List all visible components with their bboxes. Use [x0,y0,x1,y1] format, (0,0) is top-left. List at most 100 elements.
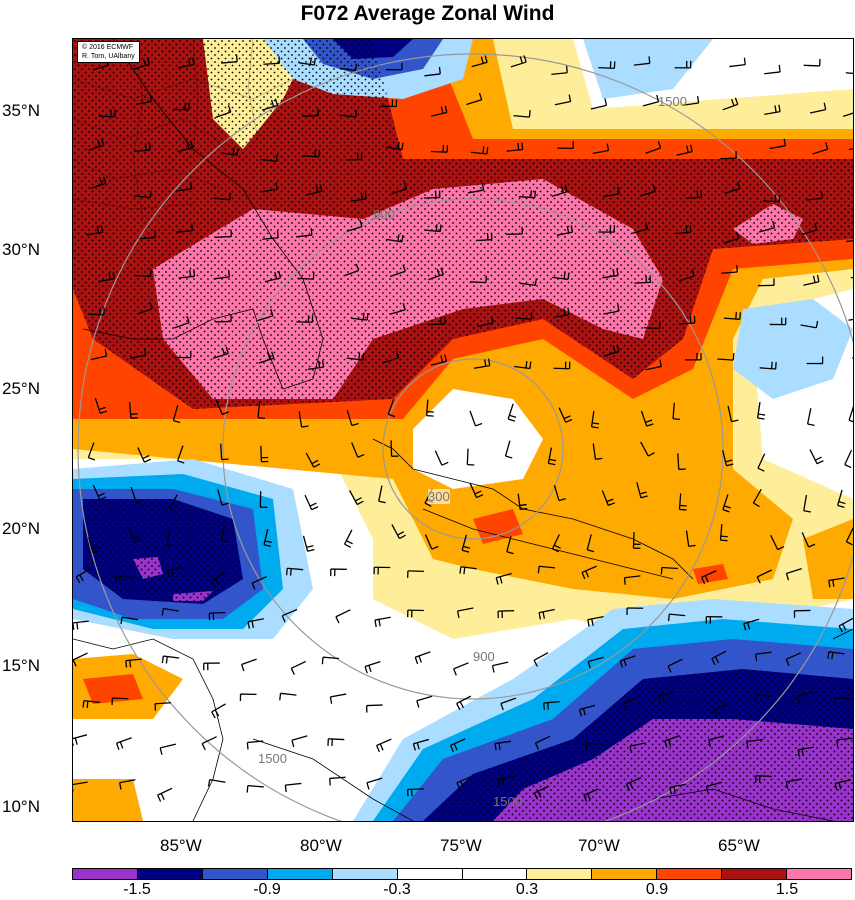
wind-barb [729,57,746,68]
credit-line-2: R. Torn, UAlbany [82,53,135,60]
contour-label-900: 900 [473,649,495,664]
wind-barb [685,530,696,547]
wind-barb [119,779,136,790]
wind-barb [538,608,555,620]
caribbean-positive-patch [473,509,523,544]
wind-barb [553,361,571,370]
wind-barb [344,529,353,548]
wind-barb [645,141,662,154]
wind-barb [743,618,760,631]
wind-barb [176,223,194,233]
wind-barb [350,191,367,202]
wind-barb [139,230,157,240]
wind-barb [339,63,358,72]
wind-barb [676,144,693,156]
admin-borders [73,39,294,220]
credit-box: © 2016 ECMWF R. Torn, UAlbany [77,41,140,63]
wind-barb [281,608,298,623]
wind-barb [504,440,513,459]
wind-barb [321,656,339,665]
wind-barb [722,494,731,513]
wind-barb [833,697,852,705]
wind-barb [380,99,398,108]
wind-barb [513,110,531,118]
wind-barb [469,410,483,427]
wind-barb [785,778,803,789]
lon-label-75w: 75°W [440,836,482,855]
wind-barb [134,190,152,199]
wind-barb [221,147,239,156]
wind-barb [98,271,115,283]
wind-barb [473,358,491,369]
wind-barb [239,693,257,702]
wind-barb [640,410,654,427]
wind-barb [558,407,573,423]
wind-barb [723,312,741,320]
colorbar-label-0.9: 0.9 [645,881,669,898]
lon-label-85w: 85°W [160,836,202,855]
wind-barb [173,315,190,329]
wind-barb [88,138,105,151]
wind-barb [449,738,466,752]
wind-barb [515,312,533,320]
wind-barb [431,105,448,117]
map-plot-area: © 2016 ECMWF R. Torn, UAlbany 300 900 90… [72,38,854,822]
wind-barb [364,661,381,674]
colorbar-swatch [462,869,528,879]
wind-barb [800,320,819,329]
wind-barb [161,655,180,664]
wind-barb [603,304,620,315]
wind-barb [351,442,365,458]
wind-barb [623,575,641,585]
wind-barb [298,411,309,428]
wind-barb [291,735,308,748]
lat-label-10n: 10°N [2,797,40,816]
wind-barb [330,568,347,577]
wind-barb [391,182,408,195]
wind-barb [212,346,229,359]
wind-barb [262,230,279,240]
wind-barb [674,60,692,69]
wind-barb [622,696,639,711]
wind-barb [827,651,845,660]
wind-barb [290,660,307,675]
wind-barb [389,264,406,278]
wind-barb [677,453,686,471]
wind-barb [836,489,846,509]
wind-barb [98,109,116,118]
wind-barb [87,442,96,461]
wind-barb [175,181,193,192]
wind-barb [456,775,472,790]
wind-barb [302,149,321,158]
wind-barb [642,94,660,107]
wind-barb [469,275,487,284]
wind-barb [159,743,176,755]
wind-barb [383,350,400,364]
wind-barb [343,263,360,277]
wind-barb [722,449,734,467]
wind-barb [717,353,735,361]
wind-barb [263,528,272,547]
wind-barb [598,61,616,70]
wind-barb [73,620,89,630]
wind-barb [513,361,532,370]
wind-barb [385,62,403,71]
wind-barb [806,408,815,427]
wind-barb [552,271,570,281]
colorbar-swatch [592,869,658,879]
wind-barb [128,526,142,543]
wind-barb [134,269,152,278]
contour-label-1500: 1500 [658,94,687,109]
contour-label-300: 300 [428,489,450,504]
wind-barb [246,784,264,793]
colorbar-label-neg0.3: -0.3 [383,881,411,898]
wind-barb [506,536,514,555]
wind-barb [477,315,494,328]
wind-barb [92,484,107,501]
wind-barb [434,450,449,466]
wind-barb [632,532,641,550]
wind-barb [727,405,739,423]
wind-barb [845,527,853,546]
wind-barb [414,651,431,665]
wind-barb [264,270,282,283]
